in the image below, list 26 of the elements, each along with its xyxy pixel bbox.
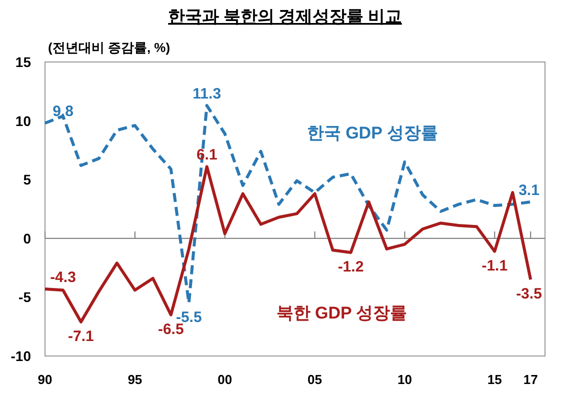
xtick: 00 (218, 372, 232, 387)
xtick: 90 (38, 372, 52, 387)
series-name: 한국 GDP 성장률 (306, 123, 438, 142)
ytick: 0 (23, 230, 31, 246)
xtick: 10 (397, 372, 412, 387)
label: 3.1 (518, 182, 540, 199)
label: 9.8 (52, 103, 74, 120)
ylabel: (전년대비 증감률, %) (48, 40, 170, 55)
xtick: 15 (487, 372, 502, 387)
series-name: 북한 GDP 성장률 (276, 303, 408, 322)
label: -1.1 (482, 257, 508, 274)
ytick: -5 (18, 289, 31, 306)
xtick: 95 (128, 372, 142, 387)
label: -1.2 (338, 258, 364, 276)
label: -7.1 (68, 328, 94, 345)
ytick: 5 (23, 172, 31, 188)
label: -3.5 (516, 286, 542, 303)
xtick: 05 (308, 372, 322, 387)
ytick: 10 (15, 112, 31, 129)
label: 11.3 (192, 86, 222, 102)
xtick: 17 (523, 372, 538, 387)
label: -4.3 (50, 268, 76, 286)
ytick: -10 (10, 348, 31, 364)
label: 6.1 (196, 146, 218, 164)
title: 한국과 북한의 경제성장률 비교 (168, 7, 402, 26)
ytick: 15 (15, 54, 31, 70)
